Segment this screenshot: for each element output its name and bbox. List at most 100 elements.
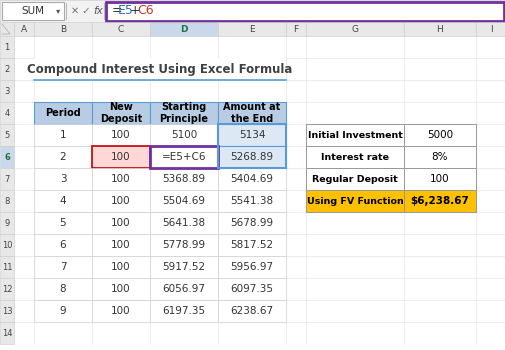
Bar xyxy=(0,190,14,212)
Bar xyxy=(0,124,14,146)
Bar xyxy=(218,168,285,190)
Bar xyxy=(149,300,218,322)
Bar xyxy=(106,1,503,21)
Bar xyxy=(149,168,218,190)
Text: Period: Period xyxy=(45,108,81,118)
Bar xyxy=(92,300,149,322)
Bar xyxy=(34,168,92,190)
Bar xyxy=(218,146,285,168)
Text: 11: 11 xyxy=(2,262,12,272)
Text: 5268.89: 5268.89 xyxy=(230,152,273,162)
Bar xyxy=(306,124,403,146)
Bar xyxy=(92,190,149,212)
Bar xyxy=(14,36,505,344)
Text: 8: 8 xyxy=(60,284,66,294)
Bar xyxy=(218,22,285,36)
Text: 12: 12 xyxy=(2,285,12,294)
Text: 6: 6 xyxy=(60,240,66,250)
Bar xyxy=(403,190,475,212)
Text: Regular Deposit: Regular Deposit xyxy=(312,175,397,183)
Bar xyxy=(218,256,285,278)
Text: 100: 100 xyxy=(111,152,131,162)
Text: 7: 7 xyxy=(60,262,66,272)
Text: C6: C6 xyxy=(137,5,154,18)
Text: =E5+C6: =E5+C6 xyxy=(162,152,206,162)
Text: 3: 3 xyxy=(5,86,10,96)
Bar xyxy=(149,22,218,36)
Bar xyxy=(403,146,475,168)
Bar xyxy=(34,124,92,146)
Bar xyxy=(218,234,285,256)
Text: 5956.97: 5956.97 xyxy=(230,262,273,272)
Bar xyxy=(34,58,285,80)
Text: ▾: ▾ xyxy=(56,7,60,15)
Bar xyxy=(218,190,285,212)
Bar xyxy=(34,278,92,300)
Bar xyxy=(92,256,149,278)
Bar xyxy=(92,146,149,168)
Bar xyxy=(92,102,149,124)
Text: Amount at
the End: Amount at the End xyxy=(223,102,280,124)
Bar xyxy=(0,22,505,36)
Bar xyxy=(0,168,14,190)
Text: fx: fx xyxy=(93,6,103,16)
Bar xyxy=(149,278,218,300)
Bar xyxy=(0,102,14,124)
Text: A: A xyxy=(21,25,27,34)
Bar xyxy=(403,22,475,36)
Bar xyxy=(0,300,14,322)
Text: 4: 4 xyxy=(60,196,66,206)
Text: 4: 4 xyxy=(5,108,10,118)
Text: 6056.97: 6056.97 xyxy=(162,284,205,294)
Bar xyxy=(403,168,475,190)
Text: Initial Investment: Initial Investment xyxy=(307,131,401,140)
Bar xyxy=(0,22,14,36)
Bar xyxy=(0,80,14,102)
Text: 5368.89: 5368.89 xyxy=(162,174,205,184)
Bar xyxy=(218,124,285,146)
Bar xyxy=(149,256,218,278)
Text: ✓: ✓ xyxy=(81,6,90,16)
Text: 5134: 5134 xyxy=(238,130,265,140)
Bar xyxy=(149,212,218,234)
Bar xyxy=(149,146,218,168)
Bar xyxy=(92,124,149,146)
Text: 5641.38: 5641.38 xyxy=(162,218,205,228)
Text: 14: 14 xyxy=(2,329,12,337)
Text: 5100: 5100 xyxy=(171,130,197,140)
Bar xyxy=(149,102,218,124)
Text: Interest rate: Interest rate xyxy=(320,153,388,161)
Bar xyxy=(0,146,14,168)
Text: 100: 100 xyxy=(111,284,131,294)
Bar xyxy=(92,212,149,234)
Text: 5917.52: 5917.52 xyxy=(162,262,205,272)
Text: 6197.35: 6197.35 xyxy=(162,306,205,316)
Text: B: B xyxy=(60,25,66,34)
Bar xyxy=(92,22,149,36)
Bar xyxy=(218,212,285,234)
Text: 5817.52: 5817.52 xyxy=(230,240,273,250)
Text: I: I xyxy=(489,25,491,34)
Text: 6: 6 xyxy=(4,153,10,161)
Text: 5504.69: 5504.69 xyxy=(162,196,205,206)
Text: 5000: 5000 xyxy=(426,130,452,140)
Text: 100: 100 xyxy=(111,306,131,316)
Text: 1: 1 xyxy=(5,42,10,51)
Text: 100: 100 xyxy=(111,196,131,206)
Text: Starting
Principle: Starting Principle xyxy=(159,102,208,124)
Text: 5541.38: 5541.38 xyxy=(230,196,273,206)
Text: SUM: SUM xyxy=(21,6,44,16)
Bar xyxy=(306,146,403,168)
Text: +: + xyxy=(130,5,140,18)
Text: 7: 7 xyxy=(5,175,10,183)
Text: E5: E5 xyxy=(118,5,134,18)
Bar xyxy=(218,278,285,300)
Text: ✕: ✕ xyxy=(71,6,79,16)
Text: C: C xyxy=(118,25,124,34)
Text: 100: 100 xyxy=(111,240,131,250)
Bar xyxy=(92,168,149,190)
Text: 13: 13 xyxy=(2,307,12,315)
Text: 100: 100 xyxy=(111,130,131,140)
Bar xyxy=(34,102,92,124)
Text: 9: 9 xyxy=(60,306,66,316)
